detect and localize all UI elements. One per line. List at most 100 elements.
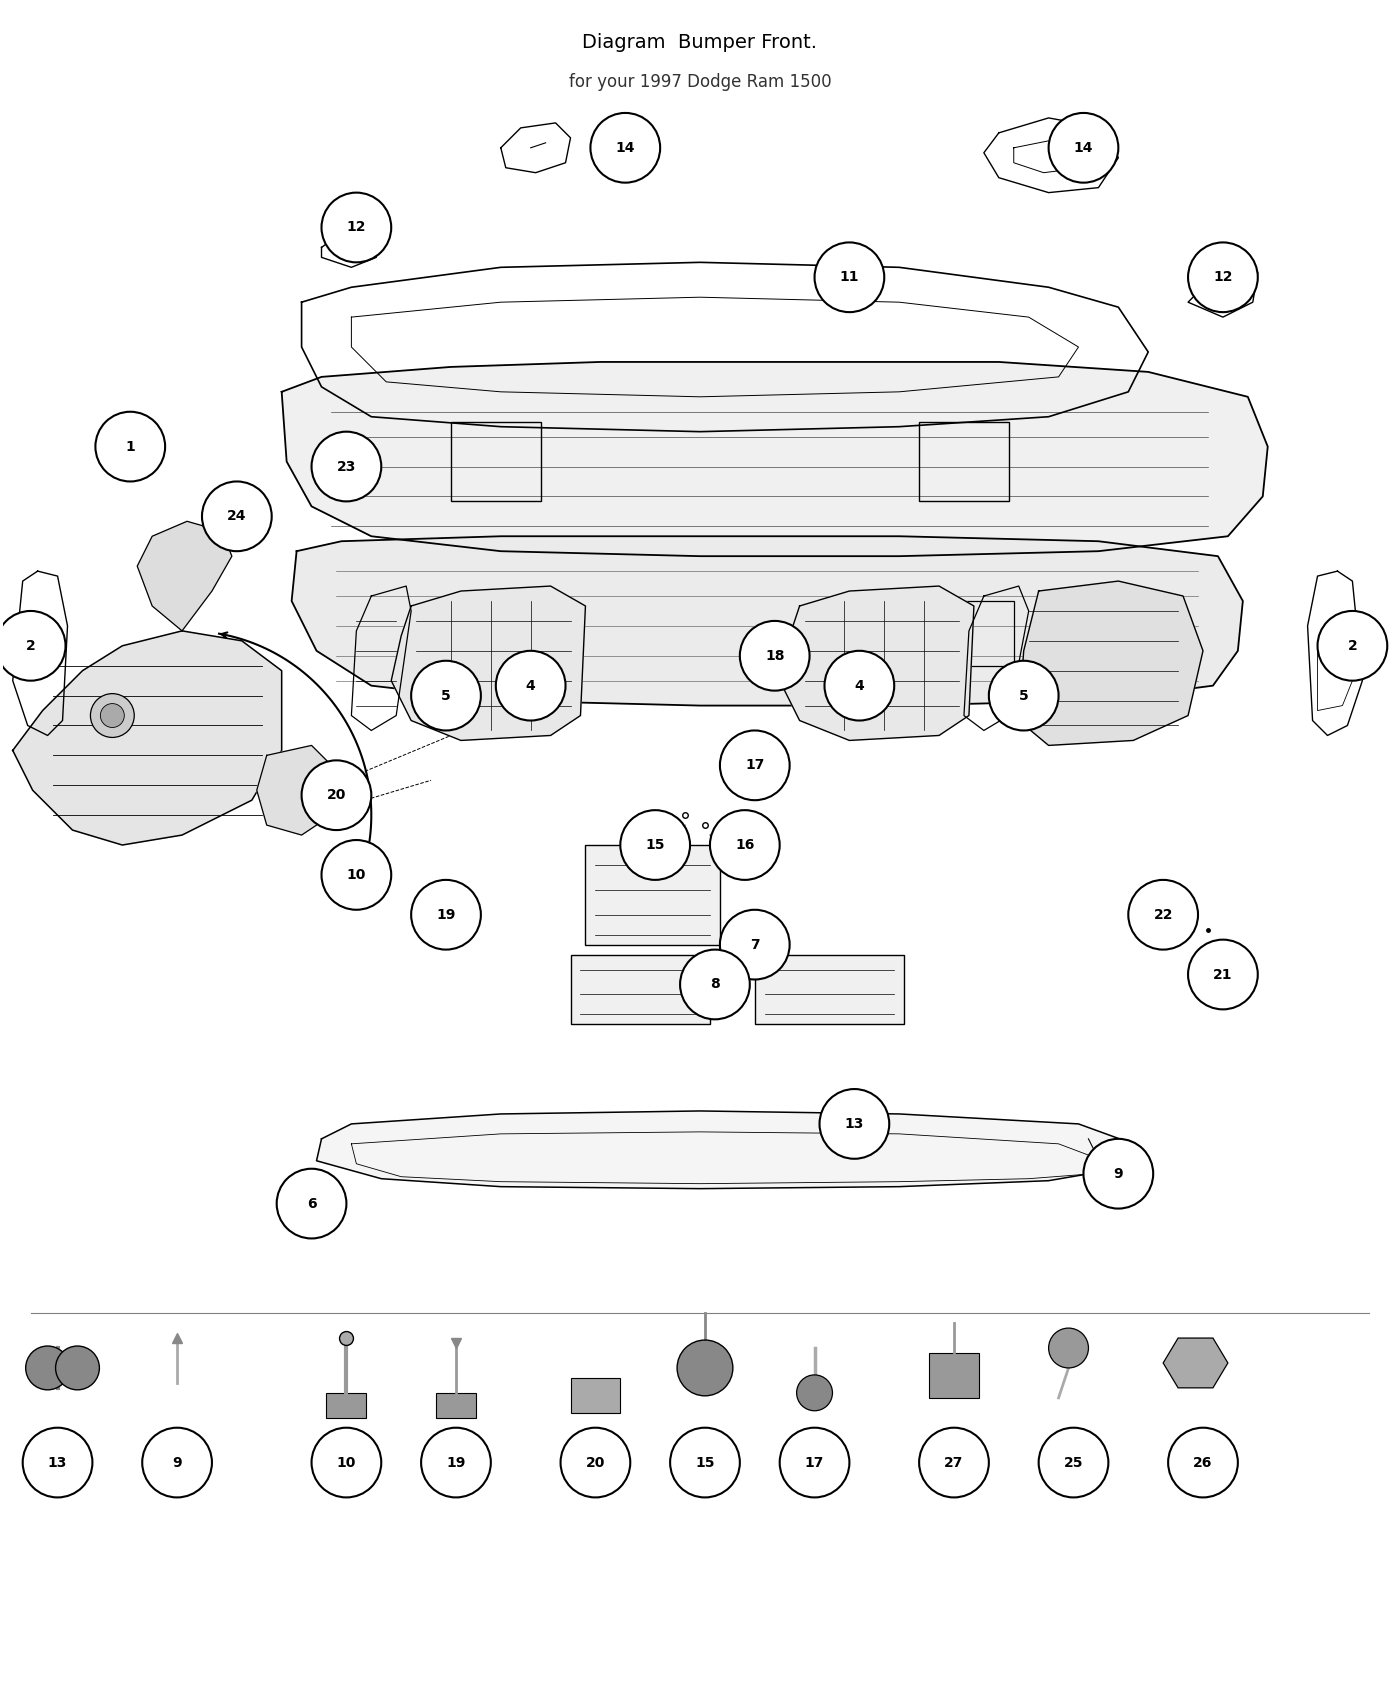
Circle shape <box>1039 1428 1109 1498</box>
Text: 10: 10 <box>347 869 365 882</box>
Text: 17: 17 <box>805 1455 825 1469</box>
Text: 10: 10 <box>337 1455 356 1469</box>
Polygon shape <box>13 631 281 845</box>
Circle shape <box>95 411 165 481</box>
Polygon shape <box>326 1392 367 1418</box>
Text: 4: 4 <box>526 678 536 692</box>
Circle shape <box>815 243 885 313</box>
Polygon shape <box>755 955 904 1025</box>
Text: 15: 15 <box>696 1455 715 1469</box>
Circle shape <box>620 811 690 881</box>
Circle shape <box>560 1428 630 1498</box>
Text: 14: 14 <box>616 141 636 155</box>
Circle shape <box>22 1428 92 1498</box>
Circle shape <box>322 192 391 262</box>
Text: 12: 12 <box>347 221 367 235</box>
Circle shape <box>680 950 750 1020</box>
Circle shape <box>301 760 371 830</box>
Text: 5: 5 <box>1019 688 1029 702</box>
Text: 19: 19 <box>437 908 455 921</box>
Text: 20: 20 <box>326 789 346 802</box>
Circle shape <box>312 1428 381 1498</box>
Circle shape <box>91 694 134 738</box>
Circle shape <box>678 1340 732 1396</box>
Text: 13: 13 <box>48 1455 67 1469</box>
Polygon shape <box>1163 1338 1228 1387</box>
Polygon shape <box>930 1353 979 1397</box>
Text: 24: 24 <box>227 510 246 524</box>
Text: 21: 21 <box>1214 967 1232 981</box>
Text: 9: 9 <box>1113 1166 1123 1181</box>
Polygon shape <box>137 522 232 631</box>
Text: 2: 2 <box>25 639 35 653</box>
Circle shape <box>322 840 391 910</box>
Circle shape <box>143 1428 211 1498</box>
Circle shape <box>0 610 66 680</box>
Circle shape <box>1168 1428 1238 1498</box>
Polygon shape <box>1019 581 1203 745</box>
Circle shape <box>780 1428 850 1498</box>
Circle shape <box>720 910 790 979</box>
Circle shape <box>591 112 661 182</box>
Text: 9: 9 <box>172 1455 182 1469</box>
Circle shape <box>1084 1139 1154 1209</box>
Circle shape <box>825 651 895 721</box>
Circle shape <box>720 731 790 801</box>
Circle shape <box>421 1428 491 1498</box>
Text: 23: 23 <box>337 459 356 474</box>
Polygon shape <box>281 362 1268 556</box>
Circle shape <box>1128 881 1198 950</box>
Circle shape <box>56 1346 99 1391</box>
Text: 27: 27 <box>945 1455 963 1469</box>
Text: 6: 6 <box>307 1197 316 1210</box>
Text: Diagram  Bumper Front.: Diagram Bumper Front. <box>582 34 818 53</box>
Polygon shape <box>435 1392 476 1418</box>
Circle shape <box>797 1375 833 1411</box>
Polygon shape <box>391 586 585 741</box>
Circle shape <box>25 1346 70 1391</box>
Circle shape <box>1189 940 1257 1010</box>
Text: 18: 18 <box>764 649 784 663</box>
Circle shape <box>1049 1328 1088 1368</box>
Circle shape <box>671 1428 739 1498</box>
Circle shape <box>710 811 780 881</box>
Polygon shape <box>256 745 336 835</box>
Circle shape <box>1317 610 1387 680</box>
Circle shape <box>496 651 566 721</box>
Circle shape <box>1049 112 1119 182</box>
Text: 15: 15 <box>645 838 665 852</box>
Text: 13: 13 <box>844 1117 864 1130</box>
Circle shape <box>1189 243 1257 313</box>
Text: 20: 20 <box>585 1455 605 1469</box>
Circle shape <box>312 432 381 502</box>
Circle shape <box>202 481 272 551</box>
Text: 26: 26 <box>1193 1455 1212 1469</box>
Polygon shape <box>571 955 710 1025</box>
Polygon shape <box>780 586 974 741</box>
Polygon shape <box>316 1112 1133 1188</box>
Text: 8: 8 <box>710 977 720 991</box>
Text: for your 1997 Dodge Ram 1500: for your 1997 Dodge Ram 1500 <box>568 73 832 92</box>
Text: 16: 16 <box>735 838 755 852</box>
Text: 11: 11 <box>840 270 860 284</box>
Circle shape <box>101 704 125 728</box>
Circle shape <box>739 620 809 690</box>
Text: 1: 1 <box>126 440 136 454</box>
Polygon shape <box>571 1379 620 1413</box>
Circle shape <box>277 1168 346 1239</box>
Text: 2: 2 <box>1348 639 1357 653</box>
Polygon shape <box>585 845 720 945</box>
Circle shape <box>920 1428 988 1498</box>
Text: 19: 19 <box>447 1455 466 1469</box>
Polygon shape <box>291 536 1243 706</box>
Text: 17: 17 <box>745 758 764 772</box>
Text: 25: 25 <box>1064 1455 1084 1469</box>
Text: 5: 5 <box>441 688 451 702</box>
Text: 4: 4 <box>854 678 864 692</box>
Text: 14: 14 <box>1074 141 1093 155</box>
Circle shape <box>988 661 1058 731</box>
Text: 22: 22 <box>1154 908 1173 921</box>
Circle shape <box>412 661 480 731</box>
Circle shape <box>819 1090 889 1159</box>
Circle shape <box>412 881 480 950</box>
